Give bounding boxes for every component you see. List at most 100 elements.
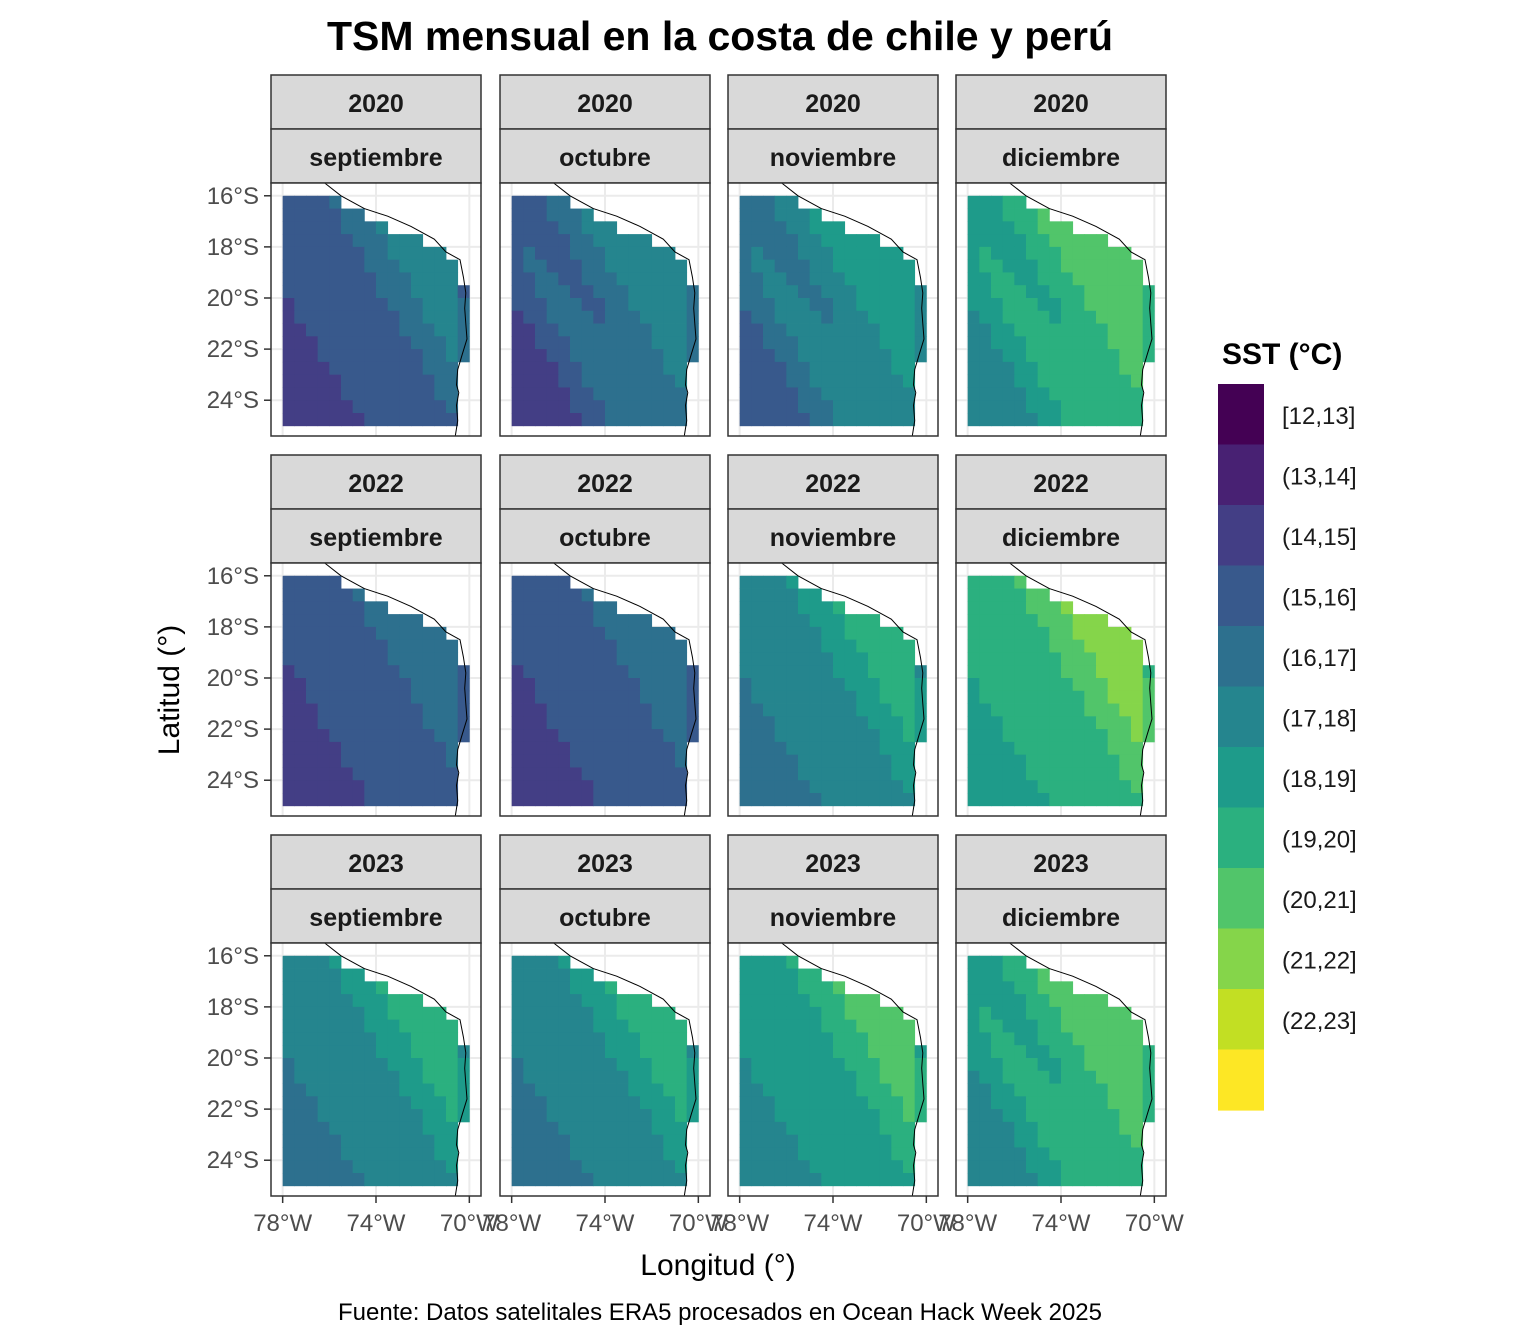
sst-cell — [786, 981, 799, 995]
sst-cell — [1014, 703, 1027, 717]
sst-cell — [387, 323, 400, 337]
sst-cell — [763, 374, 776, 388]
sst-cell — [879, 272, 892, 286]
sst-cell — [1107, 361, 1120, 376]
sst-cell — [329, 614, 342, 628]
sst-cell — [282, 310, 295, 324]
sst-cell — [914, 310, 927, 324]
sst-cell — [523, 981, 536, 995]
sst-cell — [387, 234, 400, 248]
sst-cell — [1002, 246, 1015, 261]
sst-cell — [868, 1032, 881, 1046]
sst-cell — [352, 793, 365, 807]
sst-cell — [558, 1070, 571, 1084]
sst-cell — [446, 1096, 459, 1110]
sst-cell — [967, 1096, 980, 1110]
sst-cell — [558, 195, 571, 209]
sst-cell — [856, 1160, 869, 1174]
sst-cell — [774, 678, 787, 692]
sst-cell — [558, 601, 571, 615]
sst-cell — [891, 298, 904, 312]
sst-cell — [306, 614, 319, 628]
sst-cell — [991, 349, 1004, 363]
sst-cell — [511, 349, 524, 363]
sst-cell — [1014, 285, 1027, 299]
sst-cell — [1061, 1096, 1074, 1110]
sst-cell — [523, 1109, 536, 1123]
sst-cell — [1037, 741, 1050, 756]
sst-cell — [774, 994, 787, 1008]
sst-cell — [422, 678, 435, 692]
sst-cell — [558, 588, 571, 602]
sst-cell — [282, 652, 295, 666]
sst-cell — [1142, 298, 1155, 312]
sst-cell — [1131, 678, 1144, 692]
facet-strip-year — [499, 74, 711, 130]
sst-cell — [581, 793, 594, 807]
sst-cell — [1061, 1045, 1074, 1059]
sst-cell — [1107, 678, 1120, 692]
sst-cell — [364, 349, 377, 363]
sst-cell — [570, 665, 583, 679]
sst-cell — [1107, 1147, 1120, 1161]
sst-cell — [651, 1134, 664, 1148]
sst-cell — [535, 1058, 548, 1072]
sst-cell — [903, 665, 916, 679]
sst-cell — [317, 1019, 330, 1033]
sst-cell — [535, 1147, 548, 1161]
sst-cell — [1037, 208, 1050, 222]
sst-cell — [967, 1058, 980, 1072]
sst-cell — [411, 1019, 424, 1033]
sst-cell — [979, 259, 992, 273]
sst-cell — [786, 400, 799, 414]
sst-cell — [1014, 323, 1027, 337]
sst-cell — [1026, 754, 1039, 768]
sst-cell — [306, 955, 319, 969]
sst-cell — [1037, 588, 1050, 602]
sst-cell — [651, 1096, 664, 1110]
sst-cell — [786, 1173, 799, 1187]
sst-cell — [663, 1109, 676, 1123]
sst-cell — [605, 259, 618, 273]
coastline — [324, 942, 468, 1197]
facet-month-label: octubre — [559, 144, 651, 172]
sst-cell — [306, 259, 319, 273]
sst-cell — [821, 1109, 834, 1123]
facet-month-label: diciembre — [1002, 144, 1120, 172]
sst-cell — [774, 259, 787, 273]
sst-cell — [558, 1121, 571, 1136]
sst-cell — [446, 639, 459, 653]
sst-cell — [868, 1070, 881, 1084]
sst-cell — [1026, 601, 1039, 615]
sst-cell — [558, 614, 571, 628]
sst-cell — [329, 1019, 342, 1033]
sst-cell — [967, 298, 980, 312]
sst-cell — [1061, 1147, 1074, 1161]
sst-cell — [570, 994, 583, 1008]
sst-cell — [809, 349, 822, 363]
sst-cell — [616, 716, 629, 730]
legend-label: (14,15] — [1282, 524, 1357, 551]
sst-cell — [651, 246, 664, 261]
sst-cell — [294, 690, 307, 704]
sst-cell — [535, 272, 548, 286]
sst-cell — [457, 665, 470, 679]
facet-month-label: diciembre — [1002, 524, 1120, 552]
sst-cell — [399, 361, 412, 376]
sst-cell — [376, 1070, 389, 1084]
sst-cell — [856, 1083, 869, 1097]
sst-cell — [868, 323, 881, 337]
sst-cell — [446, 665, 459, 679]
sst-cell — [663, 374, 676, 388]
sst-cell — [844, 285, 857, 299]
sst-cell — [523, 374, 536, 388]
sst-cell — [282, 665, 295, 679]
sst-cell — [558, 413, 571, 427]
sst-cell — [979, 665, 992, 679]
sst-cell — [411, 387, 424, 401]
sst-cell — [774, 234, 787, 248]
sst-cell — [979, 374, 992, 388]
sst-cell — [856, 285, 869, 299]
